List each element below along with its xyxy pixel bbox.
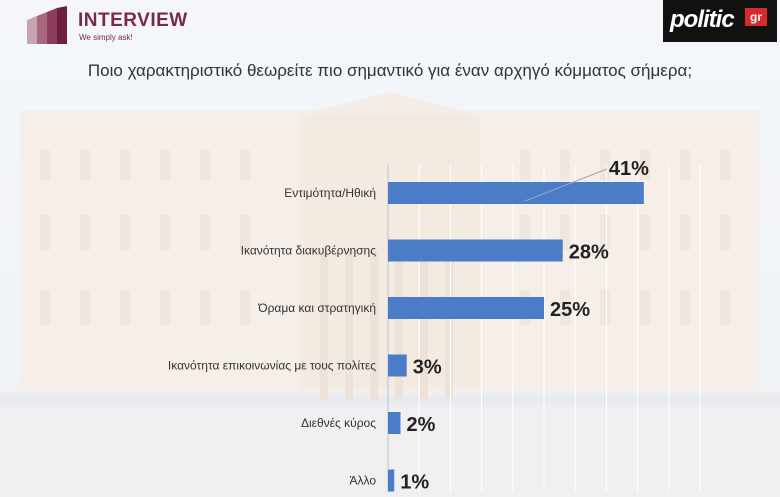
value-label: 3% — [413, 357, 442, 379]
value-label: 2% — [406, 414, 435, 436]
politic-logo-badge: gr — [745, 8, 767, 26]
interview-logo-name: INTERVIEW — [78, 10, 188, 31]
politic-gr-logo: politic gr — [663, 0, 777, 42]
category-label: Ικανότητα επικοινωνίας με τους πολίτες — [168, 359, 376, 373]
category-label: Άλλο — [349, 474, 376, 488]
chart-title: Ποιο χαρακτηριστικό θεωρείτε πιο σημαντι… — [87, 61, 693, 80]
interview-logo-tagline: We simply ask! — [79, 33, 133, 42]
interview-logo-icon — [27, 6, 67, 44]
politic-logo-word: politic — [670, 6, 735, 33]
category-label: Διεθνές κύρος — [301, 416, 376, 430]
bar — [388, 469, 395, 492]
bar — [388, 182, 644, 204]
category-label: Όραμα και στρατηγική — [257, 301, 376, 315]
value-label: 25% — [550, 299, 590, 321]
bar — [388, 297, 544, 319]
value-label: 41% — [609, 158, 649, 180]
value-label: 28% — [569, 242, 609, 264]
value-label: 1% — [400, 472, 429, 494]
category-label: Εντιμότητα/Ηθική — [284, 186, 376, 200]
bar — [388, 412, 401, 434]
bar — [388, 239, 563, 262]
interview-logo: INTERVIEW We simply ask! — [25, 6, 195, 46]
bar — [388, 354, 407, 377]
category-label: Ικανότητα διακυβέρνησης — [241, 244, 377, 258]
value-leader-line — [524, 168, 608, 202]
chart-bars: Εντιμότητα/Ηθική 41% Ικανότητα διακυβέρνησ… — [168, 158, 649, 494]
chart-gridlines — [387, 165, 701, 492]
